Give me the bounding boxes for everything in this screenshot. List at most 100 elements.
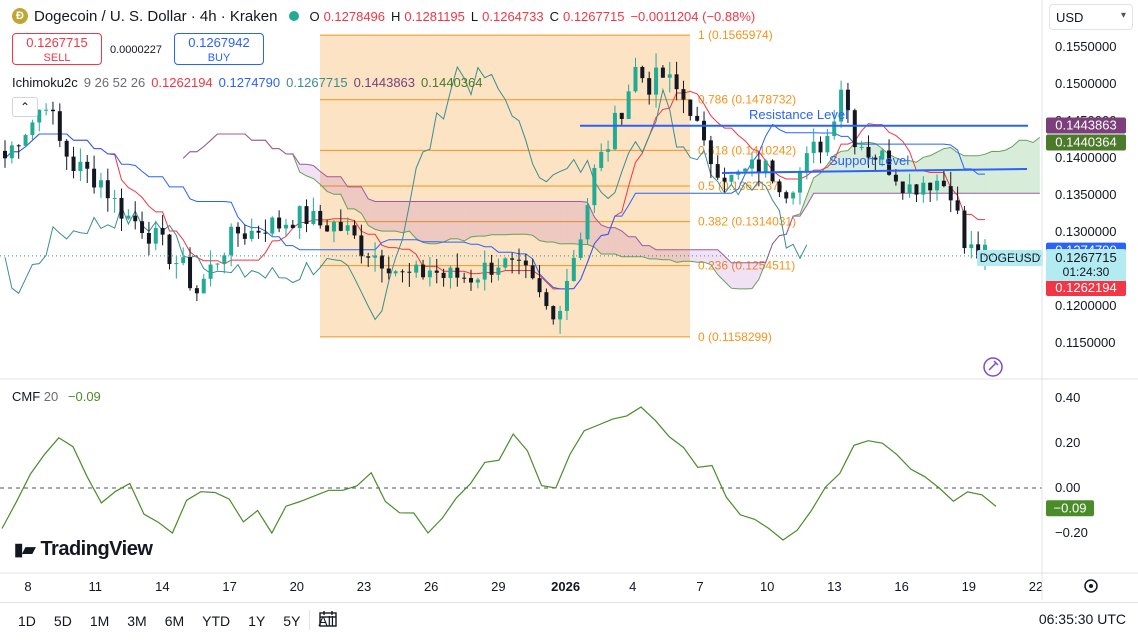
candle-body bbox=[941, 180, 946, 187]
magic-wand-icon[interactable] bbox=[983, 357, 1003, 377]
cloud-segment bbox=[505, 201, 513, 235]
buy-button[interactable]: 0.1267942 BUY bbox=[174, 33, 264, 65]
collapse-legend-button[interactable]: ⌃ bbox=[12, 97, 38, 117]
date-tick-label: 17 bbox=[222, 579, 236, 594]
ichimoku-legend[interactable]: Ichimoku2c 9 26 52 26 0.1262194 0.1274790 0.… bbox=[12, 75, 488, 90]
cloud-segment bbox=[518, 201, 526, 235]
candle-body bbox=[194, 288, 199, 294]
candle-body bbox=[612, 112, 617, 150]
buy-label: BUY bbox=[207, 52, 231, 64]
symbol-header[interactable]: Ð Dogecoin / U. S. Dollar · 4h · Kraken … bbox=[12, 6, 761, 26]
price-axis[interactable]: 0.15500000.15000000.14500000.14000000.13… bbox=[0, 39, 1126, 350]
candle-body bbox=[674, 74, 679, 90]
date-tick-label: 10 bbox=[760, 579, 774, 594]
ichimoku-base-line bbox=[4, 123, 985, 290]
candle-body bbox=[873, 157, 878, 160]
cmf-line bbox=[1, 406, 997, 541]
candle-body bbox=[893, 174, 898, 182]
settings-gear-icon[interactable] bbox=[1084, 579, 1098, 593]
timeframe-5y[interactable]: 5Y bbox=[283, 612, 301, 629]
cloud-segment bbox=[717, 249, 725, 282]
fib-level-label: 0.618 (0.1410242) bbox=[698, 143, 796, 157]
date-tick-label: 22 bbox=[1029, 579, 1043, 594]
candle-body bbox=[133, 215, 138, 222]
cloud-segment bbox=[498, 201, 506, 235]
cloud-segment bbox=[477, 201, 485, 237]
timeframe-1m[interactable]: 1M bbox=[89, 612, 110, 629]
cmf-tick-label: −0.20 bbox=[1055, 525, 1088, 540]
candle-body bbox=[462, 277, 467, 279]
candle-body bbox=[729, 174, 734, 182]
buy-price: 0.1267942 bbox=[188, 35, 250, 50]
candle-body bbox=[660, 67, 665, 78]
utc-clock[interactable]: 06:35:30 UTC bbox=[1038, 611, 1126, 627]
candle-body bbox=[297, 206, 302, 229]
fib-level-label: 0.382 (0.1314031) bbox=[698, 215, 796, 229]
price-tag-label: 0.1262194 bbox=[1055, 280, 1116, 295]
price-tick-label: 0.1200000 bbox=[1055, 298, 1116, 313]
timeframe-6m[interactable]: 6M bbox=[164, 612, 185, 629]
timeframe-1d[interactable]: 1D bbox=[18, 612, 36, 629]
candle-body bbox=[181, 257, 186, 264]
cloud-segment bbox=[388, 201, 396, 232]
cloud-segment bbox=[971, 155, 979, 194]
cloud-segment bbox=[333, 176, 341, 195]
price-tick-label: 0.1300000 bbox=[1055, 224, 1116, 239]
calendar-range-icon[interactable] bbox=[318, 610, 338, 628]
timeframe-3m[interactable]: 3M bbox=[127, 612, 147, 629]
candle-body bbox=[366, 256, 371, 258]
ichimoku-base-value: 0.1274790 bbox=[218, 75, 281, 90]
cloud-segment bbox=[436, 201, 444, 244]
candle-body bbox=[421, 264, 426, 278]
timeframe-1y[interactable]: 1Y bbox=[248, 612, 266, 629]
candle-body bbox=[311, 210, 316, 224]
candle-body bbox=[825, 135, 830, 153]
timeframe-5d[interactable]: 5D bbox=[53, 612, 72, 629]
cloud-segment bbox=[443, 201, 451, 242]
annotations[interactable]: Resistance Level Support Level bbox=[580, 107, 1028, 174]
candle-body bbox=[784, 192, 789, 199]
candle-body bbox=[633, 66, 638, 92]
timeframe-ytd[interactable]: YTD bbox=[202, 612, 231, 629]
candle-body bbox=[85, 161, 90, 169]
candle-body bbox=[626, 91, 631, 119]
ichimoku-span-b-value: 0.1440364 bbox=[421, 75, 483, 90]
candle-body bbox=[215, 263, 220, 265]
candle-body bbox=[688, 99, 693, 116]
cmf-tick-label: 0.40 bbox=[1055, 390, 1080, 405]
cloud-segment bbox=[381, 201, 389, 232]
candle-body bbox=[702, 120, 707, 141]
ichimoku-conversion-value: 0.1262194 bbox=[151, 75, 213, 90]
support-label: Support Level bbox=[829, 153, 909, 168]
date-tick-label: 20 bbox=[290, 579, 304, 594]
ichimoku-span-a-value: 0.1443863 bbox=[353, 75, 416, 90]
candle-body bbox=[708, 140, 713, 165]
close-value: 0.1267715 bbox=[562, 8, 625, 24]
candle-body bbox=[414, 264, 419, 273]
cloud-segment bbox=[491, 201, 499, 235]
candle-body bbox=[30, 122, 35, 136]
candle-body bbox=[503, 258, 508, 268]
symbol-tag-label: DOGEUSD bbox=[980, 251, 1041, 265]
currency-select[interactable]: USD ▾ bbox=[1049, 4, 1133, 30]
candle-body bbox=[496, 267, 501, 275]
candle-body bbox=[797, 171, 802, 193]
candle-body bbox=[126, 215, 131, 219]
timeframe-bar: 1D 5D 1M 3M 6M YTD 1Y 5Y All bbox=[0, 602, 1138, 638]
candle-body bbox=[64, 140, 69, 157]
candle-body bbox=[345, 225, 350, 231]
date-axis[interactable]: 8 11 14 17 20 23 26 29 2026 4 7 10 13 16 19 22 bbox=[24, 579, 1043, 594]
cloud-segment bbox=[1012, 140, 1020, 194]
cmf-legend[interactable]: CMF 20 −0.09 bbox=[12, 389, 101, 404]
sell-button[interactable]: 0.1267715 SELL bbox=[12, 33, 102, 65]
candle-body bbox=[811, 141, 816, 154]
candle-body bbox=[756, 159, 761, 173]
tradingview-logo[interactable]: ▮▰ TradingView bbox=[14, 538, 153, 561]
candle-body bbox=[448, 267, 453, 278]
candle-body bbox=[592, 167, 597, 206]
cloud-segment bbox=[1019, 140, 1027, 194]
cloud-segment bbox=[1032, 137, 1040, 194]
symbol-title[interactable]: Dogecoin / U. S. Dollar · 4h · Kraken bbox=[34, 7, 278, 25]
cmf-tick-label: 0.20 bbox=[1055, 435, 1080, 450]
